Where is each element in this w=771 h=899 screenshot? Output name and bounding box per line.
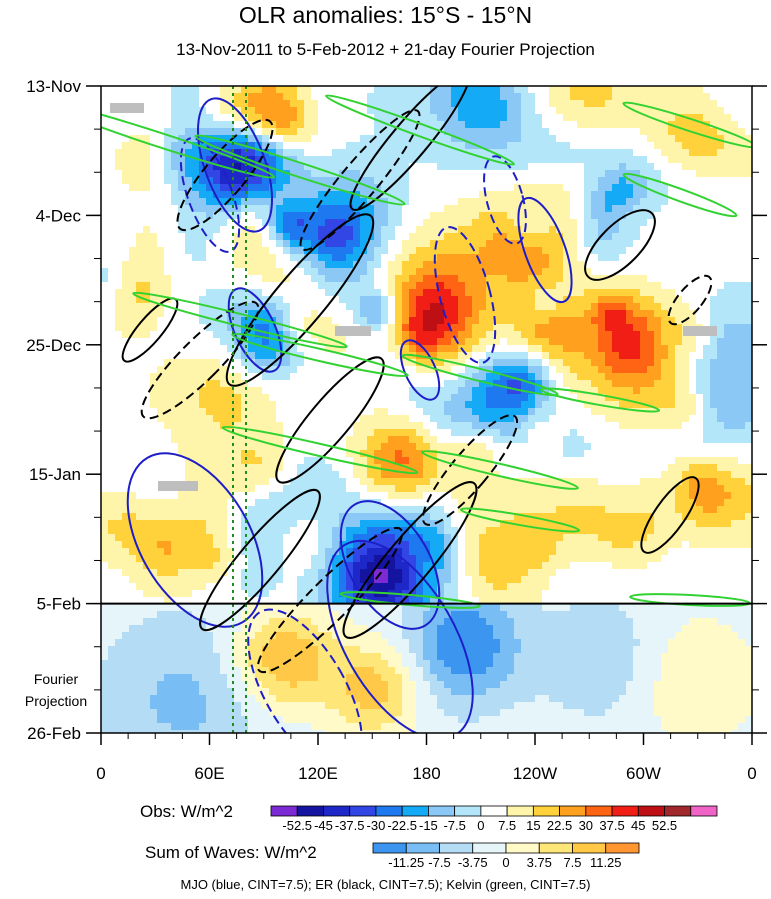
colorbar-swatch xyxy=(372,842,407,854)
colorbar-swatch xyxy=(532,805,560,817)
projection-annotation: Fourier xyxy=(34,671,79,687)
colorbar-tick-label: 11.25 xyxy=(590,855,622,870)
colorbar-tick-label: -37.5 xyxy=(335,818,365,833)
missing-data-patch xyxy=(683,326,717,336)
colorbar-tick-label: -3.75 xyxy=(458,855,488,870)
colorbar-tick-label: 52.5 xyxy=(652,818,677,833)
colorbar-swatch xyxy=(585,805,613,817)
waves-colorbar-label: Sum of Waves: W/m^2 xyxy=(145,843,317,862)
missing-data-patch xyxy=(335,326,371,336)
x-tick-label: 60E xyxy=(194,764,224,783)
colorbar-tick-label: 7.5 xyxy=(498,818,516,833)
colorbar-swatch xyxy=(428,805,456,817)
colorbar-swatch xyxy=(505,842,540,854)
colorbar-swatch xyxy=(401,805,429,817)
obs-colorbar-label: Obs: W/m^2 xyxy=(140,802,233,821)
colorbar-swatch xyxy=(480,805,508,817)
colorbar-swatch xyxy=(559,805,587,817)
colorbar-tick-label: 0 xyxy=(477,818,484,833)
y-tick-label: 26-Feb xyxy=(27,724,81,743)
colorbar-swatch xyxy=(349,805,377,817)
y-tick-label: 4-Dec xyxy=(36,206,82,225)
colorbar-tick-label: 22.5 xyxy=(547,818,572,833)
missing-data-patch xyxy=(158,481,198,491)
colorbar-tick-label: -11.25 xyxy=(388,855,424,870)
y-tick-label: 5-Feb xyxy=(37,595,81,614)
x-tick-label: 0 xyxy=(747,764,756,783)
colorbar-tick-label: 0 xyxy=(502,855,509,870)
colorbar-tick-label: -22.5 xyxy=(387,818,417,833)
colorbar-tick-label: 45 xyxy=(631,818,645,833)
colorbar-tick-label: 30 xyxy=(579,818,593,833)
x-tick-label: 120W xyxy=(513,764,557,783)
colorbar-swatch xyxy=(506,805,534,817)
colorbar-tick-label: 15 xyxy=(526,818,540,833)
colorbar-tick-label: -30 xyxy=(367,818,386,833)
colorbar-swatch xyxy=(270,805,298,817)
projection-annotation: Projection xyxy=(25,693,87,709)
chart-title: OLR anomalies: 15°S - 15°N xyxy=(238,2,533,28)
y-tick-label: 25-Dec xyxy=(26,336,81,355)
colorbar-tick-label: -52.5 xyxy=(282,818,312,833)
colorbar-tick-label: 3.75 xyxy=(527,855,552,870)
x-tick-label: 0 xyxy=(96,764,105,783)
chart-subtitle: 13-Nov-2011 to 5-Feb-2012 + 21-day Fouri… xyxy=(176,40,595,59)
colorbar-swatch xyxy=(472,842,507,854)
colorbar-swatch xyxy=(690,805,718,817)
colorbar-tick-label: -15 xyxy=(419,818,438,833)
missing-data-patch xyxy=(110,103,144,113)
colorbar-swatch xyxy=(605,842,640,854)
colorbar-tick-label: -45 xyxy=(314,818,333,833)
contour-legend-note: MJO (blue, CINT=7.5); ER (black, CINT=7.… xyxy=(180,877,591,892)
colorbar-swatch xyxy=(611,805,639,817)
colorbar-tick-label: 37.5 xyxy=(599,818,624,833)
colorbar-swatch xyxy=(637,805,665,817)
y-tick-label: 15-Jan xyxy=(29,465,81,484)
colorbar-swatch xyxy=(664,805,692,817)
colorbar-swatch xyxy=(375,805,403,817)
y-tick-label: 13-Nov xyxy=(26,77,81,96)
x-tick-label: 60W xyxy=(626,764,661,783)
colorbar-swatch xyxy=(439,842,474,854)
colorbar-swatch xyxy=(538,842,573,854)
colorbar-swatch xyxy=(572,842,607,854)
colorbar-tick-label: -7.5 xyxy=(443,818,465,833)
colorbar-swatch xyxy=(323,805,351,817)
colorbar-tick-label: 7.5 xyxy=(563,855,581,870)
x-tick-label: 180 xyxy=(412,764,440,783)
colorbar-swatch xyxy=(296,805,324,817)
colorbar-tick-label: -7.5 xyxy=(428,855,450,870)
colorbar-swatch xyxy=(405,842,440,854)
colorbar-swatch xyxy=(454,805,482,817)
x-tick-label: 120E xyxy=(298,764,338,783)
